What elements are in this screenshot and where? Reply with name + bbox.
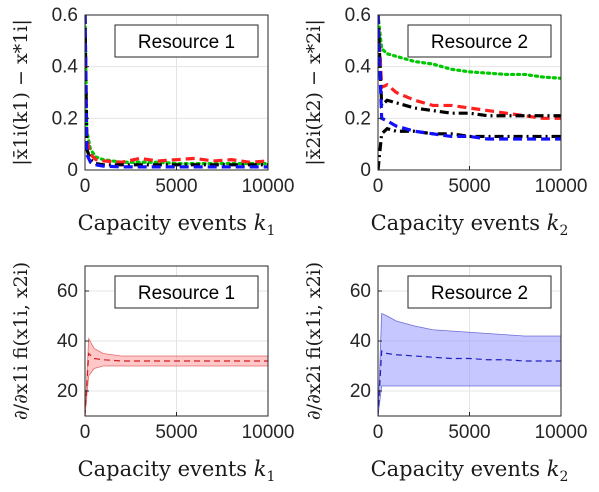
y-axis-label: ∂/∂x1i fi(x1i, x2i) bbox=[10, 262, 32, 420]
y-tick-label: 0.4 bbox=[52, 57, 79, 78]
x-axis-label: Capacity events k2 bbox=[371, 211, 569, 239]
y-axis-label: |x̄1i(k1) − x*1i| bbox=[10, 19, 32, 166]
legend-label: Resource 1 bbox=[138, 283, 235, 304]
legend-box bbox=[114, 275, 259, 309]
x-tick-label: 0 bbox=[373, 176, 384, 197]
series-line-3 bbox=[85, 15, 268, 169]
y-tick-label: 0.2 bbox=[52, 108, 78, 129]
series-line-0 bbox=[85, 15, 268, 166]
confidence-band bbox=[85, 337, 268, 416]
y-tick-label: 60 bbox=[57, 281, 78, 302]
legend-label: Resource 1 bbox=[138, 32, 235, 53]
y-tick-label: 0.6 bbox=[345, 5, 371, 26]
legend-box bbox=[407, 275, 552, 309]
x-tick-label: 10000 bbox=[535, 176, 588, 197]
y-tick-label: 20 bbox=[57, 381, 78, 402]
series-line-1 bbox=[378, 15, 561, 120]
y-tick-label: 0.4 bbox=[345, 57, 372, 78]
panel-bottom-right: 0 5000 10000 20 40 60 Resource 2 Capacity event… bbox=[303, 262, 587, 485]
y-tick-label: 0 bbox=[67, 160, 78, 181]
y-tick-label: 60 bbox=[350, 281, 371, 302]
series-line-4 bbox=[378, 15, 561, 141]
x-tick-label: 0 bbox=[80, 422, 91, 443]
y-tick-label: 0.2 bbox=[345, 108, 371, 129]
x-axis-label: Capacity events k2 bbox=[371, 457, 569, 485]
panel-top-right: 0 5000 10000 0 0.2 0.4 0.6 Resource 2 Capacity e… bbox=[303, 5, 587, 239]
legend-box bbox=[407, 24, 552, 58]
y-axis-label: |x̄2i(k2) − x*2i| bbox=[303, 19, 325, 166]
y-tick-label: 40 bbox=[57, 331, 78, 352]
x-tick-label: 0 bbox=[373, 422, 384, 443]
x-tick-label: 0 bbox=[80, 176, 91, 197]
y-tick-label: 40 bbox=[350, 331, 371, 352]
x-tick-label: 5000 bbox=[448, 176, 490, 197]
series-line-2 bbox=[378, 15, 561, 118]
plot-area bbox=[378, 15, 561, 170]
plot-area bbox=[85, 337, 268, 416]
series-line-2 bbox=[85, 15, 268, 167]
confidence-band bbox=[378, 312, 561, 416]
x-tick-label: 5000 bbox=[155, 422, 197, 443]
legend-label: Resource 2 bbox=[431, 283, 528, 304]
x-axis-label: Capacity events k1 bbox=[78, 211, 276, 239]
plot-area bbox=[85, 15, 268, 169]
series-line-1 bbox=[85, 15, 268, 164]
x-tick-label: 10000 bbox=[535, 422, 588, 443]
series-line-3 bbox=[378, 126, 561, 170]
y-tick-label: 0.6 bbox=[52, 5, 78, 26]
mean-line bbox=[378, 350, 561, 416]
series-line-0 bbox=[378, 15, 561, 80]
panel-bottom-left: 0 5000 10000 20 40 60 Resource 1 Capacity event… bbox=[10, 262, 294, 485]
panel-top-left: 0 5000 10000 0 0.2 0.4 0.6 Resource 1 Capacity e… bbox=[10, 5, 294, 239]
y-axis-label: ∂/∂x2i fi(x1i, x2i) bbox=[303, 262, 325, 420]
legend-label: Resource 2 bbox=[431, 32, 528, 53]
legend-box bbox=[114, 24, 259, 58]
x-tick-label: 10000 bbox=[242, 422, 295, 443]
mean-line bbox=[85, 352, 268, 416]
x-axis-label: Capacity events k1 bbox=[78, 457, 276, 485]
x-tick-label: 5000 bbox=[155, 176, 197, 197]
plot-area bbox=[378, 312, 561, 416]
x-tick-label: 10000 bbox=[242, 176, 295, 197]
y-tick-label: 0 bbox=[360, 160, 371, 181]
y-tick-label: 20 bbox=[350, 381, 371, 402]
x-tick-label: 5000 bbox=[448, 422, 490, 443]
